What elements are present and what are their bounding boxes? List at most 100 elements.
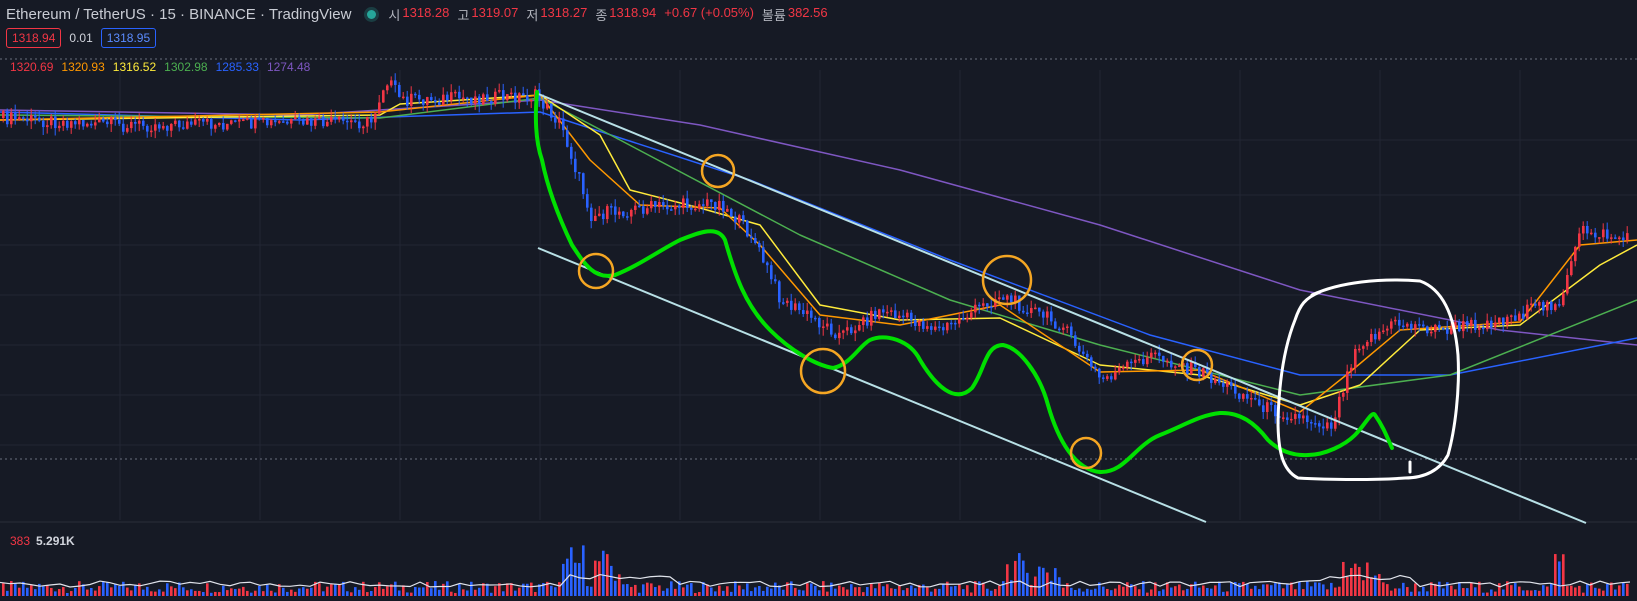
highlight-circle-6[interactable]: [1180, 348, 1214, 382]
candle-body: [1162, 355, 1165, 362]
volume-bar: [1254, 585, 1257, 596]
volume-bar: [426, 582, 429, 596]
volume-value: 382.56: [787, 4, 828, 20]
volume-bar: [1138, 589, 1141, 596]
buy-price-button[interactable]: 1318.95: [100, 28, 157, 48]
candle-body: [886, 311, 889, 314]
volume-bar: [226, 590, 229, 596]
candle-body: [114, 117, 117, 120]
volume-bar: [1382, 582, 1385, 596]
volume-bar: [582, 545, 585, 596]
candle-body: [1154, 352, 1157, 355]
candle-body: [434, 100, 437, 103]
hand-drawn-white-box[interactable]: [1276, 278, 1460, 481]
candle-body: [838, 332, 841, 339]
candle-body: [1286, 417, 1289, 420]
volume-bar: [818, 590, 821, 596]
channel-upper-trendline[interactable]: [535, 92, 1587, 524]
volume-bar: [62, 587, 65, 596]
candle-body: [1502, 317, 1505, 326]
channel-lower-trendline[interactable]: [537, 247, 1207, 523]
volume-bar: [1326, 589, 1329, 596]
candle-body: [758, 243, 761, 248]
candle-body: [506, 94, 509, 101]
candle-body: [234, 120, 237, 122]
candle-body: [658, 202, 661, 207]
candle-body: [22, 117, 25, 119]
highlight-circle-2[interactable]: [700, 153, 736, 189]
volume-bar: [1242, 581, 1245, 596]
candle-body: [1242, 394, 1245, 399]
candle-body: [1374, 333, 1377, 340]
volume-bar: [1014, 560, 1017, 596]
volume-bar: [1302, 589, 1305, 596]
volume-bar: [1006, 564, 1009, 596]
volume-bar: [1530, 590, 1533, 596]
volume-bar: [618, 574, 621, 596]
volume-legend[interactable]: 383 5.291K: [10, 534, 75, 548]
candle-body: [622, 211, 625, 217]
candle-body: [1026, 312, 1029, 314]
volume-bar: [282, 587, 285, 596]
candle-body: [1102, 377, 1105, 379]
highlight-circle-3[interactable]: [799, 347, 847, 395]
highlight-circle-5[interactable]: [1069, 436, 1103, 470]
volume-bar: [1062, 587, 1065, 596]
candle-body: [94, 122, 97, 126]
candle-body: [258, 117, 261, 119]
candle-body: [230, 120, 233, 124]
candle-body: [514, 92, 517, 103]
candle-body: [826, 323, 829, 327]
volume-bar: [898, 585, 901, 596]
candle-body: [822, 326, 825, 328]
moving-average-legend[interactable]: 1320.69 1320.93 1316.52 1302.98 1285.33 …: [10, 60, 310, 74]
volume-bar: [1306, 581, 1309, 596]
volume-bar: [86, 589, 89, 596]
highlight-circle-1[interactable]: [577, 252, 615, 290]
candle-body: [1090, 357, 1093, 367]
volume-bar: [654, 587, 657, 596]
candle-body: [562, 118, 565, 131]
volume-bar: [1262, 584, 1265, 596]
candle-body: [82, 120, 85, 127]
candle-body: [590, 207, 593, 222]
volume-bar: [778, 585, 781, 596]
volume-bar: [94, 590, 97, 596]
volume-bar: [186, 590, 189, 596]
volume-bar: [486, 583, 489, 596]
candle-body: [1366, 341, 1369, 347]
candle-body: [194, 119, 197, 125]
volume-bar: [1422, 586, 1425, 596]
candle-body: [1050, 311, 1053, 322]
volume-bar: [718, 585, 721, 596]
candle-body: [902, 315, 905, 318]
volume-bar: [1038, 566, 1041, 596]
sell-price-button[interactable]: 1318.94: [6, 28, 62, 48]
candle-body: [530, 99, 533, 102]
symbol-title[interactable]: Ethereum / TetherUS · 15 · BINANCE · Tra…: [6, 5, 352, 23]
candle-body: [1222, 382, 1225, 387]
volume-bar: [546, 581, 549, 596]
candle-body: [178, 120, 181, 128]
volume-bar: [246, 590, 249, 596]
volume-bar: [1198, 587, 1201, 596]
candle-body: [674, 205, 677, 210]
candle-body: [382, 90, 385, 103]
highlight-circle-4[interactable]: [981, 254, 1033, 306]
candle-body: [386, 85, 389, 91]
volume-bar: [362, 581, 365, 596]
candle-body: [326, 121, 329, 127]
volume-bar: [570, 547, 573, 596]
candle-body: [418, 94, 421, 100]
volume-bar: [482, 583, 485, 596]
candle-body: [58, 125, 61, 129]
candle-body: [714, 202, 717, 210]
candle-body: [322, 116, 325, 127]
candle-body: [1266, 402, 1269, 413]
candle-body: [86, 123, 89, 127]
candle-body: [310, 118, 313, 126]
candle-body: [970, 312, 973, 318]
volume-bar: [1558, 561, 1561, 596]
volume-bar: [54, 591, 57, 596]
